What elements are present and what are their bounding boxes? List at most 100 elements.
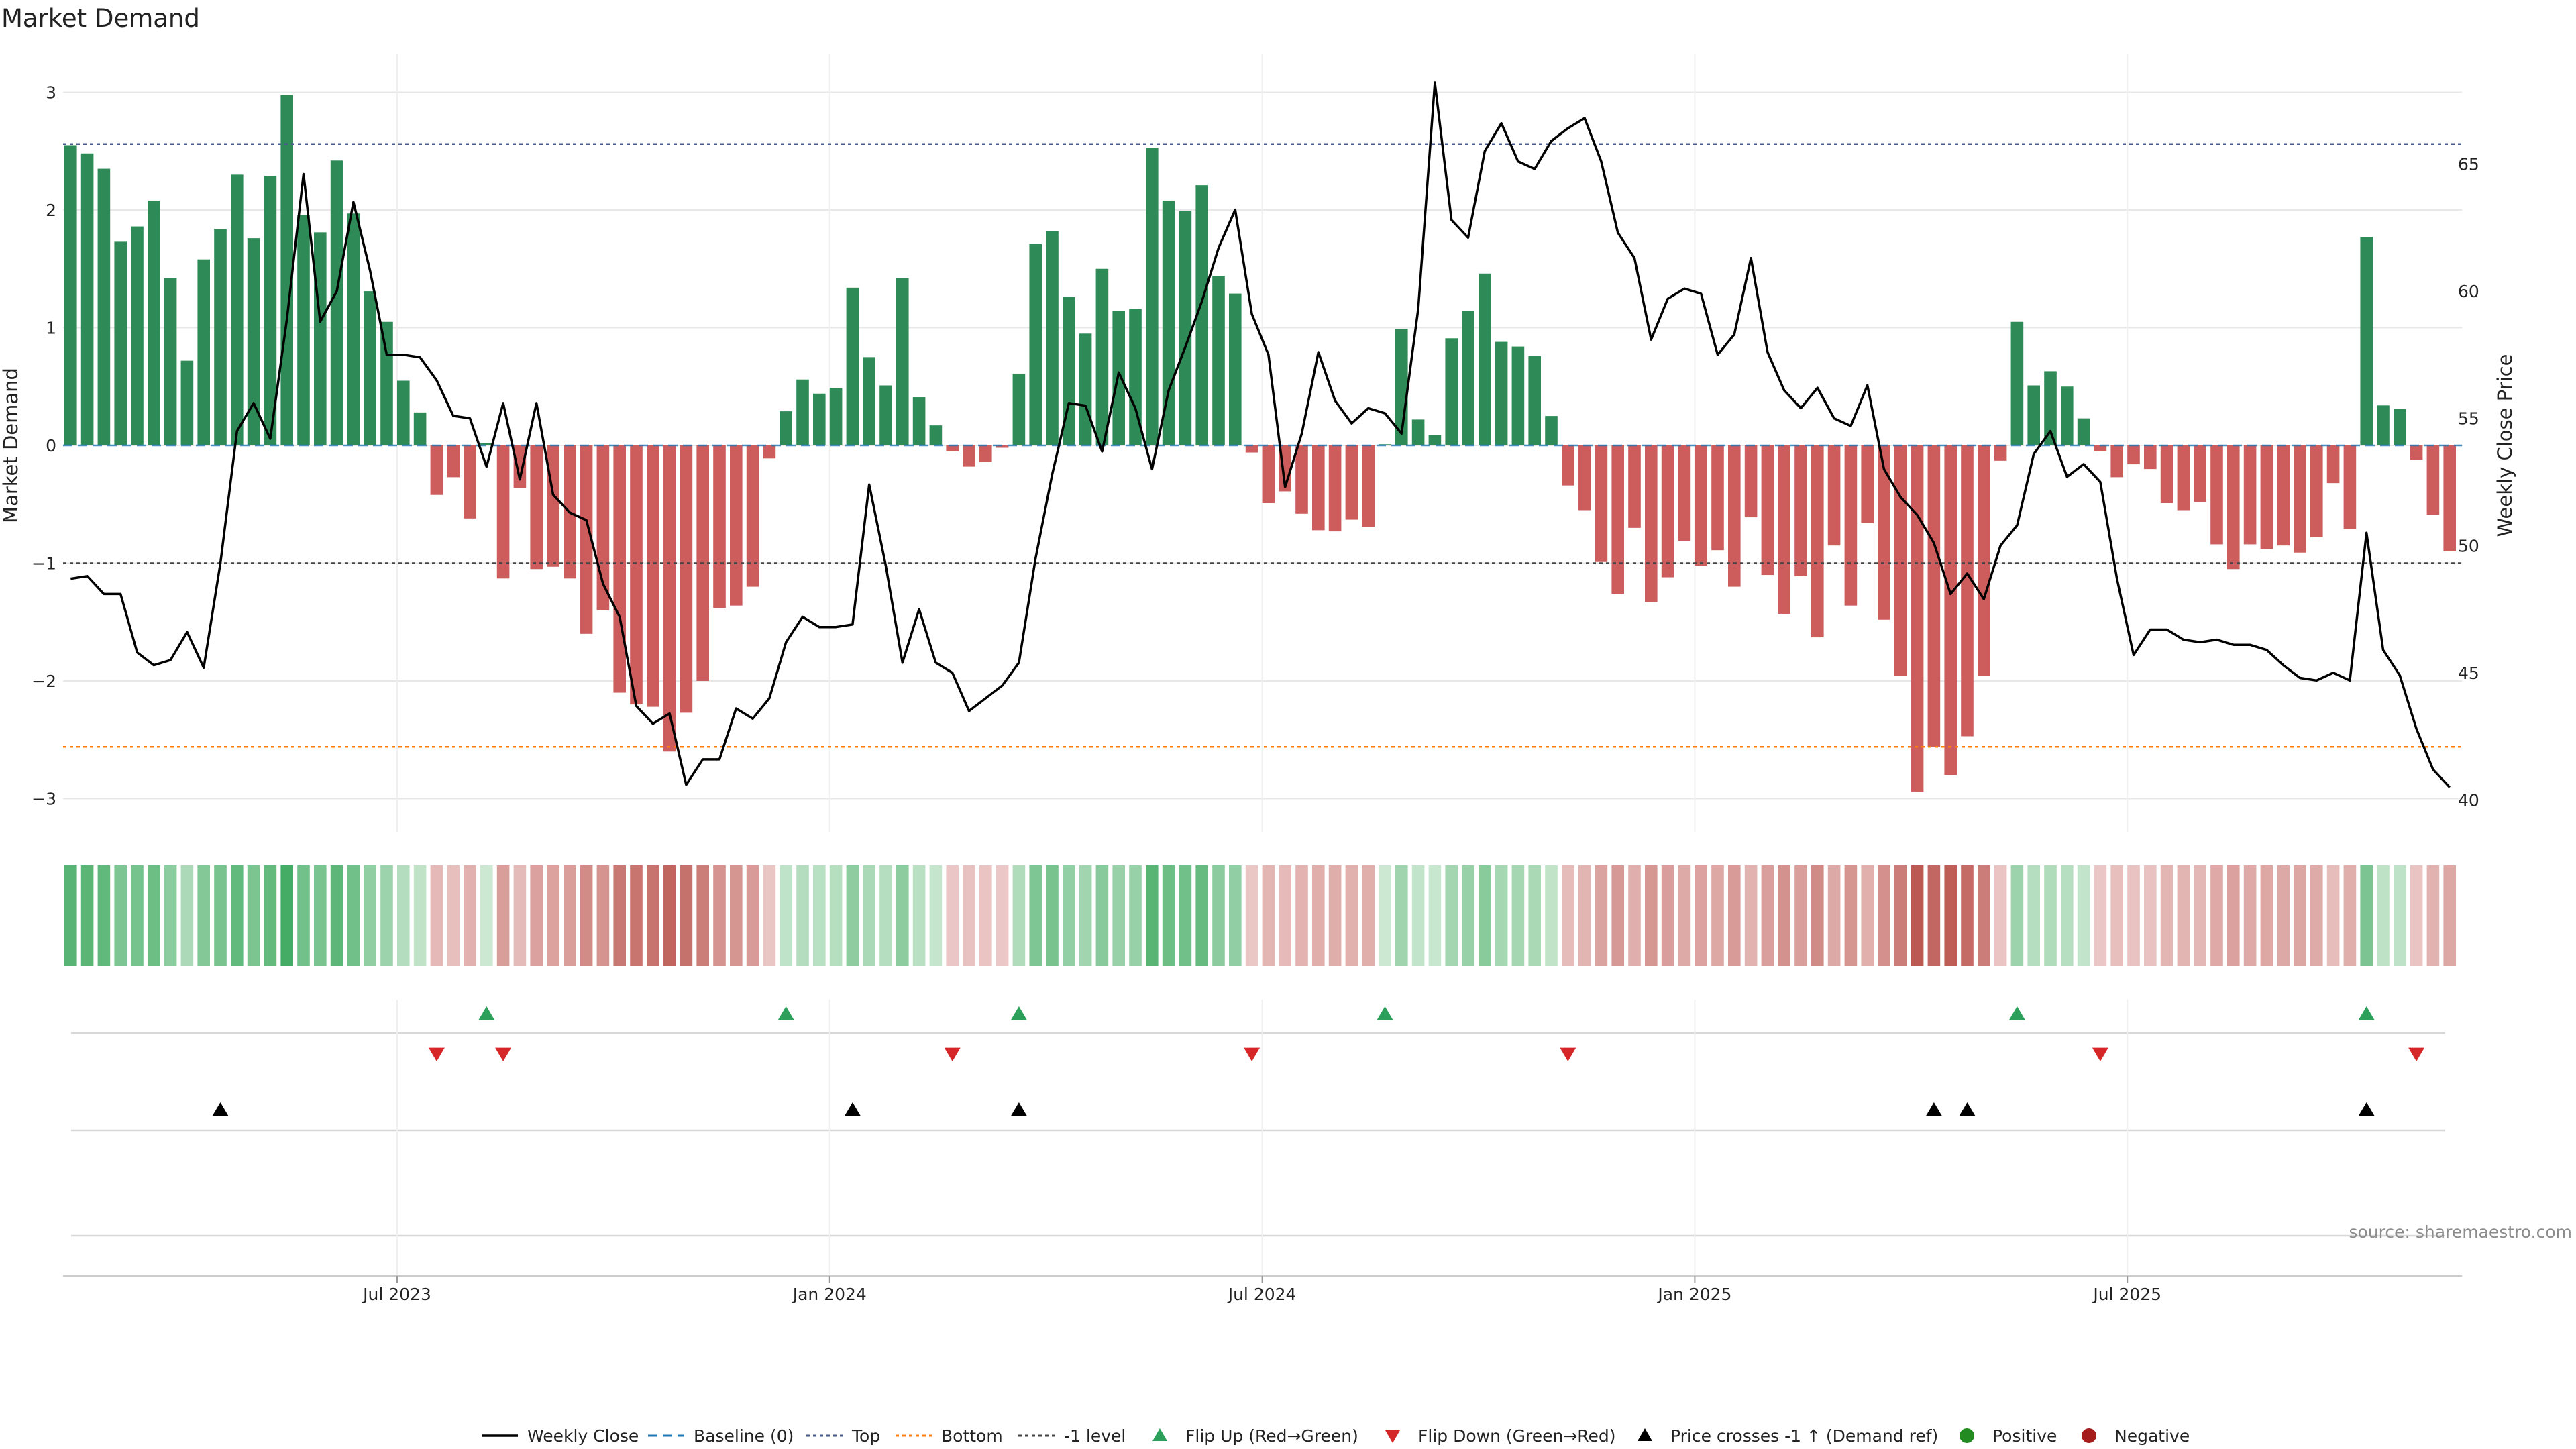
heat-cell [1262,865,1275,966]
heat-cell [1528,865,1541,966]
heat-cell [730,865,743,966]
heat-cell [1129,865,1142,966]
demand-bar [1229,293,1242,445]
heat-cell [2194,865,2206,966]
flip-down-marker [495,1047,512,1061]
heat-cell [1562,865,1574,966]
heat-cell [2260,865,2273,966]
heat-cell [1827,865,1841,966]
heat-cell [663,865,676,966]
heat-cell [746,865,759,966]
demand-bar [447,445,460,478]
price-cross-marker [844,1102,861,1116]
axes-layer: 3 2 1 0 −1 −2 −3 65 60 55 50 45 40 Market Demand Weekl… [0,83,2516,810]
demand-bar [1628,445,1641,528]
flip-down-marker [944,1047,961,1061]
heat-cell [2077,865,2090,966]
heat-cell [1362,865,1375,966]
heat-cell [1711,865,1724,966]
demand-bar [380,321,393,445]
heat-cell [813,865,826,966]
heat-cell [513,865,527,966]
heat-cell [314,865,327,966]
demand-bar [148,200,160,445]
demand-bar [2426,445,2440,515]
heat-cell [1029,865,1042,966]
demand-bar [2343,445,2357,529]
demand-bar [2410,445,2423,460]
heat-cell [197,865,210,966]
demand-bar [1728,445,1741,587]
heat-cell [647,865,659,966]
y-tick-label-right: 55 [2458,409,2479,429]
heat-cell [380,865,393,966]
heat-cell [963,865,975,966]
demand-bar [1129,309,1142,445]
heat-cell [131,865,144,966]
y-tick-label-right: 40 [2458,791,2479,810]
demand-bar [1994,445,2007,461]
heat-cell [480,865,493,966]
heat-cell [1229,865,1242,966]
heat-cell [1462,865,1474,966]
heat-cell [946,865,959,966]
demand-bar [763,445,776,459]
y-tick-label-right: 50 [2458,536,2479,555]
demand-bar [1528,356,1541,445]
heat-cell [996,865,1009,966]
legend: Weekly Close Baseline (0) Top Bottom -1 leve… [482,1426,2190,1446]
demand-bar [1479,273,1491,445]
legend-item: Flip Down (Green→Red) [1385,1426,1616,1446]
demand-bar [1445,338,1458,445]
demand-bar [297,215,310,445]
y-axis-label-left: Market Demand [0,368,22,523]
demand-bar [2061,386,2074,445]
heat-cell [2027,865,2040,966]
demand-bar [2027,385,2040,445]
legend-label: Baseline (0) [694,1426,794,1446]
legend-item: Top [806,1426,880,1446]
demand-bar [1179,211,1192,445]
demand-bar [1312,445,1325,531]
heat-cell [97,865,111,966]
heat-cell [1761,865,1774,966]
demand-bar [613,445,626,693]
demand-bar [2326,445,2340,484]
heat-cell [1811,865,1824,966]
demand-bar [2210,445,2223,545]
heat-cell [1878,865,1890,966]
demand-bar [2243,445,2257,545]
flip-up-marker [1377,1006,1393,1020]
legend-swatch [2082,1428,2096,1443]
demand-bar [464,445,476,519]
heat-cell [1927,865,1941,966]
heat-cell [1479,865,1491,966]
demand-bar [2310,445,2323,537]
demand-bar [1012,373,1026,445]
heat-cell [1628,865,1641,966]
heat-cell [80,865,94,966]
heat-cell [1179,865,1192,966]
legend-label: Negative [2114,1426,2190,1446]
legend-item: Bottom [896,1426,1003,1446]
legend-label: Price crosses -1 ↑ (Demand ref) [1670,1426,1938,1446]
heat-cell [1861,865,1874,966]
heat-cell [1245,865,1258,966]
demand-bar [1678,445,1691,541]
demand-bar [1844,445,1858,606]
heat-cell [1611,865,1624,966]
demand-bar [480,443,493,445]
heat-cell [1595,865,1608,966]
demand-bar [247,238,260,445]
demand-bar [364,291,376,445]
heat-cell [1744,865,1758,966]
demand-bar [780,411,792,445]
demand-bar [1063,297,1075,445]
heat-cell [1411,865,1425,966]
heat-cell [1645,865,1658,966]
demand-bar [2144,445,2157,470]
legend-label: -1 level [1064,1426,1126,1446]
legend-item: Price crosses -1 ↑ (Demand ref) [1638,1426,1938,1446]
heat-cell [1095,865,1109,966]
heat-cell [846,865,859,966]
